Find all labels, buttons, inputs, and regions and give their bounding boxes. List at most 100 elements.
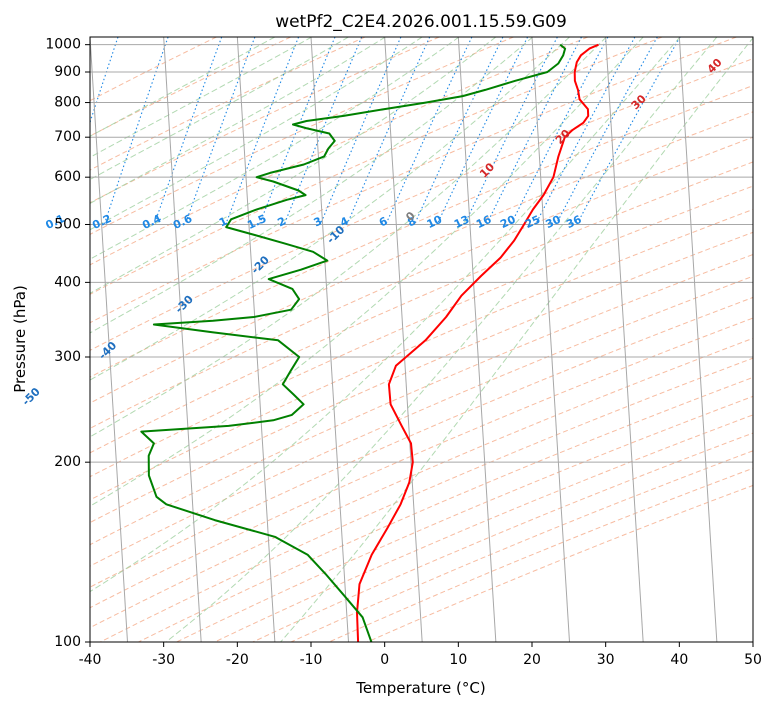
x-tick-label: 10 [449,652,467,668]
mixing-ratio-label: 13 [452,213,471,231]
mixing-ratio-line [385,37,473,225]
y-tick-label: 900 [54,64,81,80]
mixing-ratio-line [510,37,609,225]
dry-adiabat [90,85,753,378]
dry-adiabat [90,58,753,351]
y-tick-label: 300 [54,349,81,365]
moist-adiabat [90,37,312,158]
y-tick-label: 100 [54,634,81,650]
moist-adiabat [90,37,497,294]
mixing-ratio-line [436,37,529,225]
dry-adiabat [90,37,366,171]
mixing-ratio-label: 20 [498,213,518,231]
dry-adiabat [367,484,753,642]
dry-adiabat [328,467,753,642]
dry-adiabat [252,432,753,642]
moist-adiabat [90,37,460,260]
mixing-ratio-line [225,37,300,225]
isotherm-line [163,37,202,642]
mixing-ratio-label: 2 [276,214,288,229]
x-axis-title: Temperature (°C) [355,679,485,697]
dry-adiabat [90,37,217,102]
mixing-ratio-line [413,37,504,225]
mixing-ratio-line [319,37,402,225]
moist-adiabat [90,37,349,181]
mixing-ratio-line [346,37,431,225]
dry-adiabat [214,414,753,642]
y-tick-label: 500 [54,216,81,232]
moist-adiabat [280,37,753,642]
chart-title: wetPf2_C2E4.2026.001.15.59.G09 [275,12,567,32]
plot-frame [89,36,754,643]
mixing-ratio-line [153,37,223,225]
x-tick-label: 50 [744,652,762,668]
mixing-ratio-label: 6 [377,214,390,229]
mixing-ratio-line [90,37,119,125]
dry-adiabat [90,185,753,478]
x-tick-label: -10 [300,652,323,668]
background-lines [90,37,753,642]
dry-adiabat [90,208,753,501]
mixing-ratio-label: 25 [523,213,542,231]
x-tick-label: -30 [152,652,175,668]
isotherm-label: 30 [629,92,649,112]
mixing-ratio-label: 0.2 [90,212,113,232]
line-labels: 0.10.20.40.611.52346810131620253036-100-… [20,56,725,409]
y-tick-label: 400 [54,274,81,290]
isotherm-line [384,37,423,642]
moist-adiabat [90,37,386,204]
dry-adiabat [90,296,753,588]
mixing-ratio-label: 16 [474,213,494,231]
isotherm-line [90,37,128,642]
isotherm-line [236,37,276,642]
dry-adiabat [90,111,753,404]
mixing-ratio-line [535,37,636,225]
mixing-ratio-line [486,37,582,225]
moist-adiabat [90,37,276,137]
dry-adiabat [290,450,753,642]
axes: -40 -30 -20 -10 0 10 20 30 40 5010020030040050060… [45,37,762,668]
isotherm-label: -40 [96,339,119,362]
dry-adiabat [90,231,753,524]
isotherm-line [678,37,718,642]
isotherm-label: 0 [403,209,418,224]
y-axis-title: Pressure (hPa) [11,285,29,393]
moist-adiabat [90,37,607,438]
moist-adiabat [90,37,570,381]
dry-adiabat [90,136,753,429]
dry-adiabat [90,37,440,204]
dewpoint-line [140,43,567,642]
mixing-ratio-label: 36 [564,213,584,231]
moist-adiabat [90,37,423,231]
dry-adiabat [90,337,753,629]
mixing-ratio-label: 30 [544,213,564,231]
mixing-ratio-line [283,37,363,225]
temperature-line [356,43,599,642]
mixing-ratio-line [258,37,336,225]
x-tick-label: 0 [380,652,389,668]
moist-adiabat [90,37,534,334]
y-tick-label: 700 [54,129,81,145]
grid [90,37,753,642]
isotherm-label: 40 [705,56,725,76]
dry-adiabat [90,317,753,609]
dry-adiabat [90,275,753,567]
mixing-ratio-label: 10 [425,213,445,231]
dry-adiabat [176,395,753,642]
x-tick-label: 30 [597,652,615,668]
isotherm-line [531,37,570,642]
dry-adiabat [90,253,753,546]
y-tick-label: 200 [54,454,81,470]
isotherm-line [310,37,349,642]
moist-adiabat [90,37,644,507]
dry-adiabat [90,161,753,454]
moist-adiabat [165,37,718,642]
y-tick-label: 1000 [45,37,81,53]
profile-lines [140,43,599,642]
mixing-ratio-line [464,37,558,225]
isotherm-line [752,37,753,46]
x-tick-label: 20 [523,652,541,668]
x-tick-label: -20 [226,652,249,668]
dry-adiabat [100,357,753,642]
